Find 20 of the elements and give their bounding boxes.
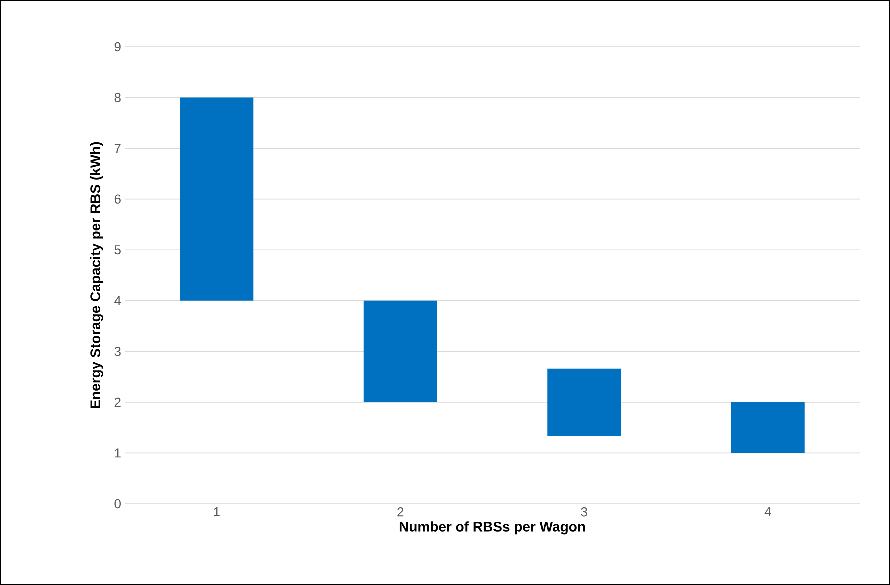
bar [180, 98, 254, 301]
y-tick-label: 8 [114, 93, 121, 102]
y-tick-label: 4 [114, 296, 122, 306]
x-tick-label: 4 [764, 508, 772, 516]
x-tick-label: 3 [581, 508, 588, 517]
y-tick-label: 1 [115, 448, 121, 458]
y-tick-label: 2 [114, 398, 121, 407]
x-tick-label: 1 [214, 508, 220, 516]
y-tick-label: 3 [114, 347, 121, 356]
y-axis-title: Energy Storage Capacity per RBS (kWh) [90, 142, 104, 408]
x-axis-title: Number of RBSs per Wagon [400, 522, 586, 535]
y-tick-label: 5 [114, 246, 121, 255]
y-tick-label: 0 [114, 499, 121, 509]
y-tick-label: 6 [114, 194, 121, 204]
y-tick-label: 7 [114, 144, 121, 154]
x-tick-label: 2 [398, 508, 404, 517]
bar [364, 300, 438, 402]
y-tick-label: 9 [114, 42, 121, 52]
bar [548, 368, 622, 436]
bar [731, 402, 805, 454]
